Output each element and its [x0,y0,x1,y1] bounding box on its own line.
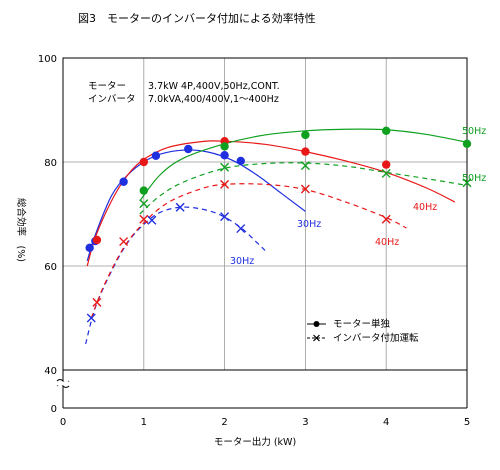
label-40hz-dashed: 40Hz [375,237,399,248]
data-point-50Hz-dot [462,139,472,148]
data-point-30Hz-x [86,313,96,323]
label-40hz-solid: 40Hz [413,202,437,213]
y-tick-label: 80 [44,158,57,169]
data-point-30Hz-x [220,212,230,222]
y-tick-label: 0 [51,404,57,415]
data-point-30Hz-dot [220,151,229,160]
data-point-50Hz-x [139,199,149,209]
data-point-50Hz-dot [301,130,310,140]
series-curves [85,128,468,345]
series-curve-30Hz-dashed [85,206,266,345]
plot-border [62,57,468,371]
legend-motor-only: モーター単独 [333,318,391,330]
data-point-40Hz-x [381,214,391,224]
data-point-30Hz-x [175,202,185,212]
label-50hz-dashed: 50Hz [462,173,486,184]
plot-frame [56,57,468,409]
x-tick-label: 2 [221,417,227,428]
label-30hz-solid: 30Hz [297,219,321,230]
info-motor-label: モーター [88,81,126,92]
y-axis-label: 総合効率 (%) [15,198,27,262]
data-point-50Hz-dot [139,186,148,195]
legend: モーター単独 インバータ付加運転 [307,318,419,344]
axis-ticks: 0 1 2 3 4 5 0 40 60 80 100 [38,54,470,428]
data-point-50Hz-x [220,162,230,172]
y-tick-label: 60 [44,262,57,273]
axis-break-gap [56,381,70,386]
data-point-40Hz-x [92,297,102,307]
series-curve-50Hz-dashed [139,162,468,215]
info-inverter-label: インバータ [88,94,136,105]
x-tick-label: 0 [60,417,66,428]
data-point-30Hz-dot [151,151,161,160]
y-tick-label: 40 [44,366,57,377]
x-axis-label: モーター出力 (kW) [214,436,296,448]
series-markers [85,126,472,323]
data-point-40Hz-x [139,214,149,224]
data-point-30Hz-x [147,215,157,225]
data-point-40Hz-dot [139,157,148,167]
data-point-40Hz-x [220,179,230,189]
data-point-30Hz-x [236,224,246,234]
data-point-50Hz-dot [382,126,391,135]
data-point-50Hz-dot [220,142,229,151]
legend-x-marker [313,334,320,342]
info-motor-value: 3.7kW 4P,400V,50Hz,CONT. [148,81,280,92]
series-curve-30Hz-solid [86,149,306,261]
data-point-40Hz-dot [92,235,102,245]
x-tick-label: 1 [141,417,147,428]
data-point-30Hz-dot [119,177,128,186]
legend-dot-marker [313,321,320,327]
data-point-40Hz-dot [301,147,310,156]
grid [63,58,467,370]
x-tick-label: 4 [383,417,389,428]
label-50hz-solid: 50Hz [462,126,486,137]
data-point-30Hz-dot [184,144,193,154]
info-inverter-value: 7.0kVA,400/400V,1～400Hz [148,94,279,105]
series-curve-50Hz-solid [139,128,468,202]
figure-title: 図3 モーターのインバータ付加による効率特性 [78,12,316,25]
data-point-50Hz-x [300,161,310,171]
data-point-40Hz-x [119,237,129,247]
data-point-30Hz-dot [85,243,94,252]
x-tick-label: 3 [302,417,308,428]
x-tick-label: 5 [464,417,470,428]
data-point-50Hz-x [462,178,472,188]
legend-with-inverter: インバータ付加運転 [333,333,419,344]
data-point-40Hz-dot [382,160,391,169]
series-curve-40Hz-dashed [90,183,407,319]
label-30hz-dashed: 30Hz [230,256,254,267]
y-tick-label: 100 [38,54,57,65]
data-point-40Hz-x [300,184,310,194]
data-point-50Hz-x [381,168,391,178]
data-point-30Hz-dot [236,156,245,166]
